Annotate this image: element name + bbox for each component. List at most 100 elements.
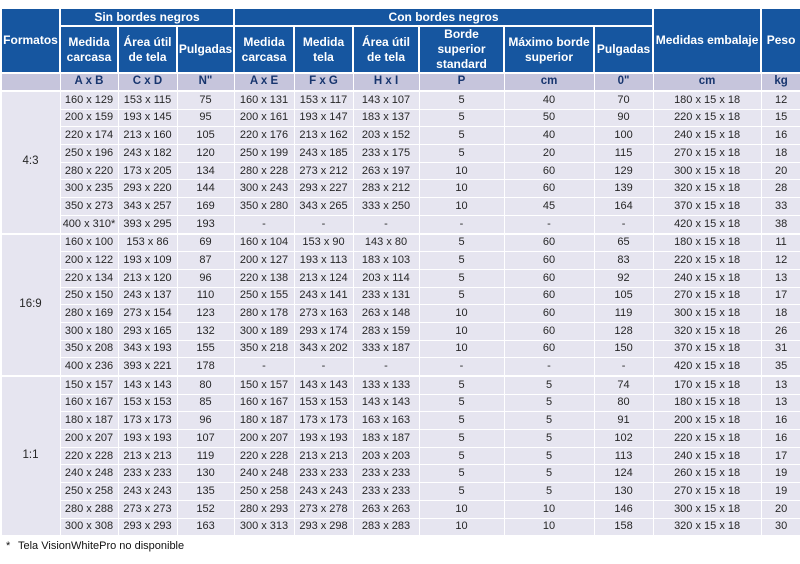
spec-cell: 273 x 163 xyxy=(294,305,353,323)
spec-cell: 5 xyxy=(419,412,504,430)
spec-cell: - xyxy=(353,215,419,233)
spec-cell: 180 x 15 x 18 xyxy=(653,234,761,252)
spec-cell: 134 xyxy=(177,162,234,180)
spec-cell: 119 xyxy=(594,305,653,323)
spec-cell: 5 xyxy=(419,127,504,145)
spec-cell: 153 x 115 xyxy=(118,91,177,109)
spec-cell: 280 x 169 xyxy=(60,305,118,323)
spec-cell: 263 x 148 xyxy=(353,305,419,323)
spec-cell: 152 xyxy=(177,500,234,518)
table-row: 280 x 169273 x 154123280 x 178273 x 1632… xyxy=(1,305,800,323)
spec-cell: 300 x 308 xyxy=(60,518,118,536)
spec-cell: 273 x 278 xyxy=(294,500,353,518)
table-row: 200 x 122193 x 10987200 x 127193 x 11318… xyxy=(1,252,800,270)
spec-cell: 200 x 122 xyxy=(60,252,118,270)
spec-cell: 250 x 155 xyxy=(234,287,294,305)
spec-cell: 220 x 15 x 18 xyxy=(653,252,761,270)
spec-cell: 11 xyxy=(761,234,800,252)
spec-cell: 293 x 293 xyxy=(118,518,177,536)
spec-cell: 400 x 310* xyxy=(60,215,118,233)
spec-cell: 283 x 212 xyxy=(353,180,419,198)
spec-cell: 193 x 193 xyxy=(294,430,353,448)
spec-cell: 270 x 15 x 18 xyxy=(653,145,761,163)
spec-cell: 5 xyxy=(419,252,504,270)
spec-cell: 13 xyxy=(761,394,800,412)
spec-cell: 233 x 233 xyxy=(353,483,419,501)
spec-cell: 20 xyxy=(504,145,594,163)
spec-cell: 220 x 228 xyxy=(60,447,118,465)
table-row: 200 x 159193 x 14595200 x 161193 x 14718… xyxy=(1,109,800,127)
spec-cell: 293 x 220 xyxy=(118,180,177,198)
spec-cell: 16 xyxy=(761,412,800,430)
spec-cell: 17 xyxy=(761,287,800,305)
spec-cell: 240 x 248 xyxy=(234,465,294,483)
spec-cell: 10 xyxy=(419,500,504,518)
spec-cell: 343 x 202 xyxy=(294,340,353,358)
table-row: 300 x 235293 x 220144300 x 243293 x 2272… xyxy=(1,180,800,198)
spec-cell: 153 x 153 xyxy=(294,394,353,412)
subheader-empty xyxy=(1,73,60,91)
spec-cell: 393 x 221 xyxy=(118,358,177,376)
spec-cell: 350 x 273 xyxy=(60,198,118,216)
spec-cell: 153 x 90 xyxy=(294,234,353,252)
spec-cell: 243 x 185 xyxy=(294,145,353,163)
spec-cell: 100 xyxy=(594,127,653,145)
table-row: 16:9160 x 100153 x 8669160 x 104153 x 90… xyxy=(1,234,800,252)
spec-cell: 263 x 197 xyxy=(353,162,419,180)
spec-cell: - xyxy=(419,358,504,376)
spec-cell: 250 x 150 xyxy=(60,287,118,305)
spec-cell: 243 x 243 xyxy=(118,483,177,501)
table-row: 350 x 273343 x 257169350 x 280343 x 2653… xyxy=(1,198,800,216)
spec-cell: 203 x 114 xyxy=(353,269,419,287)
spec-cell: 28 xyxy=(761,180,800,198)
header-medida-tela-con: Medida tela xyxy=(294,26,353,73)
spec-cell: 5 xyxy=(504,430,594,448)
format-label: 1:1 xyxy=(1,376,60,536)
spec-cell: 5 xyxy=(419,447,504,465)
spec-cell: 233 x 233 xyxy=(118,465,177,483)
spec-cell: 220 x 174 xyxy=(60,127,118,145)
spec-cell: 213 x 124 xyxy=(294,269,353,287)
spec-cell: 19 xyxy=(761,465,800,483)
subheader-n-inches: N" xyxy=(177,73,234,91)
spec-cell: 19 xyxy=(761,483,800,501)
spec-cell: 160 x 167 xyxy=(60,394,118,412)
spec-cell: 163 x 163 xyxy=(353,412,419,430)
header-formatos: Formatos xyxy=(1,8,60,73)
table-row: 350 x 208343 x 193155350 x 218343 x 2023… xyxy=(1,340,800,358)
spec-cell: 10 xyxy=(419,340,504,358)
spec-cell: 280 x 288 xyxy=(60,500,118,518)
spec-cell: 213 x 213 xyxy=(294,447,353,465)
spec-cell: 220 x 138 xyxy=(234,269,294,287)
spec-cell: 20 xyxy=(761,162,800,180)
spec-cell: - xyxy=(594,358,653,376)
header-sin-bordes-negros: Sin bordes negros xyxy=(60,8,234,26)
header-medida-carcasa-con: Medida carcasa xyxy=(234,26,294,73)
spec-cell: 343 x 193 xyxy=(118,340,177,358)
spec-cell: 119 xyxy=(177,447,234,465)
spec-cell: 200 x 159 xyxy=(60,109,118,127)
spec-cell: 60 xyxy=(504,162,594,180)
spec-cell: 17 xyxy=(761,447,800,465)
header-pulgadas-con: Pulgadas xyxy=(594,26,653,73)
spec-cell: 220 x 228 xyxy=(234,447,294,465)
table-row: 280 x 220173 x 205134280 x 228273 x 2122… xyxy=(1,162,800,180)
spec-cell: 280 x 293 xyxy=(234,500,294,518)
table-row: 240 x 248233 x 233130240 x 248233 x 2332… xyxy=(1,465,800,483)
spec-cell: 60 xyxy=(504,180,594,198)
spec-cell: 5 xyxy=(419,234,504,252)
spec-cell: 115 xyxy=(594,145,653,163)
spec-cell: 5 xyxy=(419,287,504,305)
spec-cell: 96 xyxy=(177,269,234,287)
spec-cell: 30 xyxy=(761,518,800,536)
spec-cell: 10 xyxy=(419,198,504,216)
table-row: 400 x 310*393 x 295193------420 x 15 x 1… xyxy=(1,215,800,233)
spec-cell: 180 x 187 xyxy=(60,412,118,430)
format-label: 4:3 xyxy=(1,91,60,234)
spec-cell: 90 xyxy=(594,109,653,127)
spec-cell: 143 x 107 xyxy=(353,91,419,109)
spec-cell: 300 x 15 x 18 xyxy=(653,162,761,180)
spec-cell: 200 x 207 xyxy=(234,430,294,448)
table-row: 200 x 207193 x 193107200 x 207193 x 1931… xyxy=(1,430,800,448)
format-label: 16:9 xyxy=(1,234,60,377)
